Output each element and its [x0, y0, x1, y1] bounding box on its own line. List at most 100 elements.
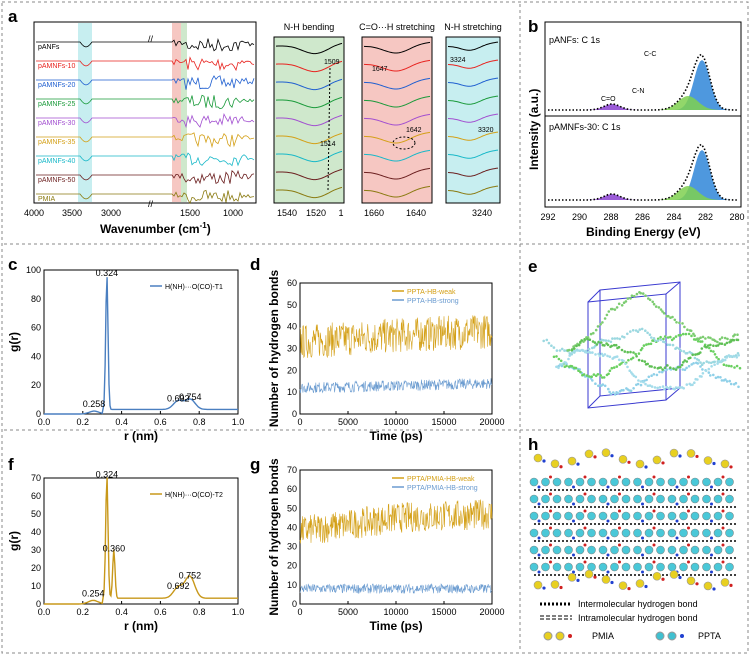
ppta-ring — [564, 511, 573, 521]
ppta-ring — [690, 562, 700, 572]
molecule-atom — [732, 354, 735, 358]
xps-envelope — [548, 143, 737, 201]
molecule-atom — [614, 343, 618, 347]
chart-g-frame — [299, 469, 493, 605]
ppta-nitrogen — [606, 570, 610, 574]
ppta-ring — [679, 511, 688, 521]
zoom-trace-pANFs — [275, 42, 343, 55]
molecule-atom — [733, 366, 736, 369]
molecule-atom — [725, 380, 729, 383]
molecule-atom — [601, 321, 604, 324]
panel-c-rdf-chart: 0.0 0.2 0.4 0.6 0.8 1.0 0 20 40 60 80 100 r (nm) g(r)… — [7, 265, 244, 443]
molecule-atom — [583, 338, 586, 341]
chart-d-ytick: 0 — [292, 409, 297, 419]
pmia-ring — [703, 581, 713, 591]
b-ylabel: Intensity (a.u.) — [527, 89, 541, 170]
xps-component-peak — [658, 96, 718, 110]
molecule-atom — [680, 363, 684, 367]
xps-component-peak — [672, 150, 732, 200]
ppta-oxygen — [687, 475, 690, 479]
molecule-atom — [594, 328, 598, 332]
molecule-atom — [575, 344, 578, 348]
ppta-ring — [633, 494, 642, 504]
molecule-atom — [673, 318, 677, 322]
molecule-atom — [622, 359, 625, 363]
chart-d-ytick: 60 — [287, 278, 297, 288]
ppta-nitrogen — [710, 570, 713, 574]
ppta-ring — [702, 477, 711, 487]
molecule-atom — [666, 343, 669, 347]
pmia-ring — [686, 449, 696, 458]
molecule-atom — [699, 365, 702, 368]
molecule-atom — [707, 344, 710, 347]
molecule-atom — [668, 343, 672, 347]
molecule-atom — [673, 388, 676, 391]
molecule-atom — [604, 339, 608, 342]
molecule-atom — [613, 393, 617, 396]
molecule-atom — [654, 339, 657, 343]
ppta-oxygen — [652, 526, 656, 530]
ppta-oxygen — [687, 560, 690, 564]
molecule-atom — [582, 349, 585, 353]
b-peak-label-cc: C-C — [644, 51, 656, 58]
molecule-atom — [580, 339, 583, 342]
pmia-ring — [652, 455, 662, 465]
chart-f-peak-label: 0.752 — [179, 570, 202, 580]
ppta-ring — [587, 477, 596, 487]
legend-inter-text: Intermolecular hydrogen bond — [578, 599, 698, 609]
chart-c-xtick: 1.0 — [232, 417, 245, 427]
pmia-ring — [584, 569, 594, 579]
ppta-ring — [541, 494, 550, 504]
chart-d-xtick: 10000 — [383, 417, 408, 427]
molecule-atom — [557, 366, 560, 370]
molecule-atom — [651, 300, 654, 304]
ppta-oxygen — [549, 560, 552, 564]
zoom-nh-stretching-title: N-H stretching — [444, 22, 502, 32]
ftir-trace-pAMNFs-30 — [36, 113, 255, 129]
molecule-atom — [686, 328, 689, 332]
molecule-atom — [693, 381, 696, 385]
chart-c-xtick: 0.4 — [115, 417, 128, 427]
chart-g-ytick: 50 — [287, 503, 297, 513]
molecule-atom — [628, 369, 631, 373]
ppta-ring — [633, 562, 642, 572]
chart-f-legend-text: H(NH)···O(CO)-T2 — [165, 492, 223, 499]
molecule-atom — [725, 341, 729, 345]
ppta-nitrogen — [675, 519, 679, 523]
box-edge-2 — [665, 281, 681, 295]
ppta-oxygen — [583, 560, 587, 564]
ppta-ring — [679, 562, 688, 572]
pmia-heteroatom — [729, 465, 733, 469]
molecule-atom — [702, 361, 705, 365]
ppta-oxygen — [721, 475, 725, 479]
molecule-atom — [603, 384, 607, 388]
molecule-atom — [647, 342, 650, 346]
pmia-ring — [720, 578, 730, 587]
ppta-nitrogen — [572, 536, 575, 540]
molecule-atom — [545, 338, 549, 342]
ppta-ring — [575, 528, 585, 538]
molecule-atom — [718, 338, 722, 341]
molecule-atom — [700, 363, 704, 367]
sample-label: pANFs — [38, 44, 60, 51]
legend-intra-text: Intramolecular hydrogen bond — [578, 613, 698, 623]
molecule-atom — [594, 353, 597, 356]
molecule-atom — [621, 335, 624, 338]
panel-b-xps: pANFs: C 1s pAMNFs-30: C 1s C-C C-N C=O … — [527, 21, 745, 239]
molecule-atom — [631, 329, 635, 332]
molecule-atom — [701, 372, 705, 375]
molecule-atom — [691, 353, 694, 357]
ppta-nitrogen — [572, 570, 575, 574]
ppta-nitrogen — [641, 485, 644, 489]
ppta-oxygen — [618, 475, 621, 479]
b-xlabel: Binding Energy (eV) — [586, 225, 701, 239]
molecule-atom — [689, 356, 692, 360]
molecule-atom — [629, 297, 632, 300]
molecule-atom — [594, 374, 598, 378]
ppta-ring — [656, 528, 665, 538]
molecule-atom — [656, 337, 660, 341]
molecule-atom — [589, 332, 593, 336]
molecule-atom — [674, 335, 678, 338]
ppta-oxygen — [549, 475, 552, 479]
ppta-ring — [587, 494, 596, 504]
